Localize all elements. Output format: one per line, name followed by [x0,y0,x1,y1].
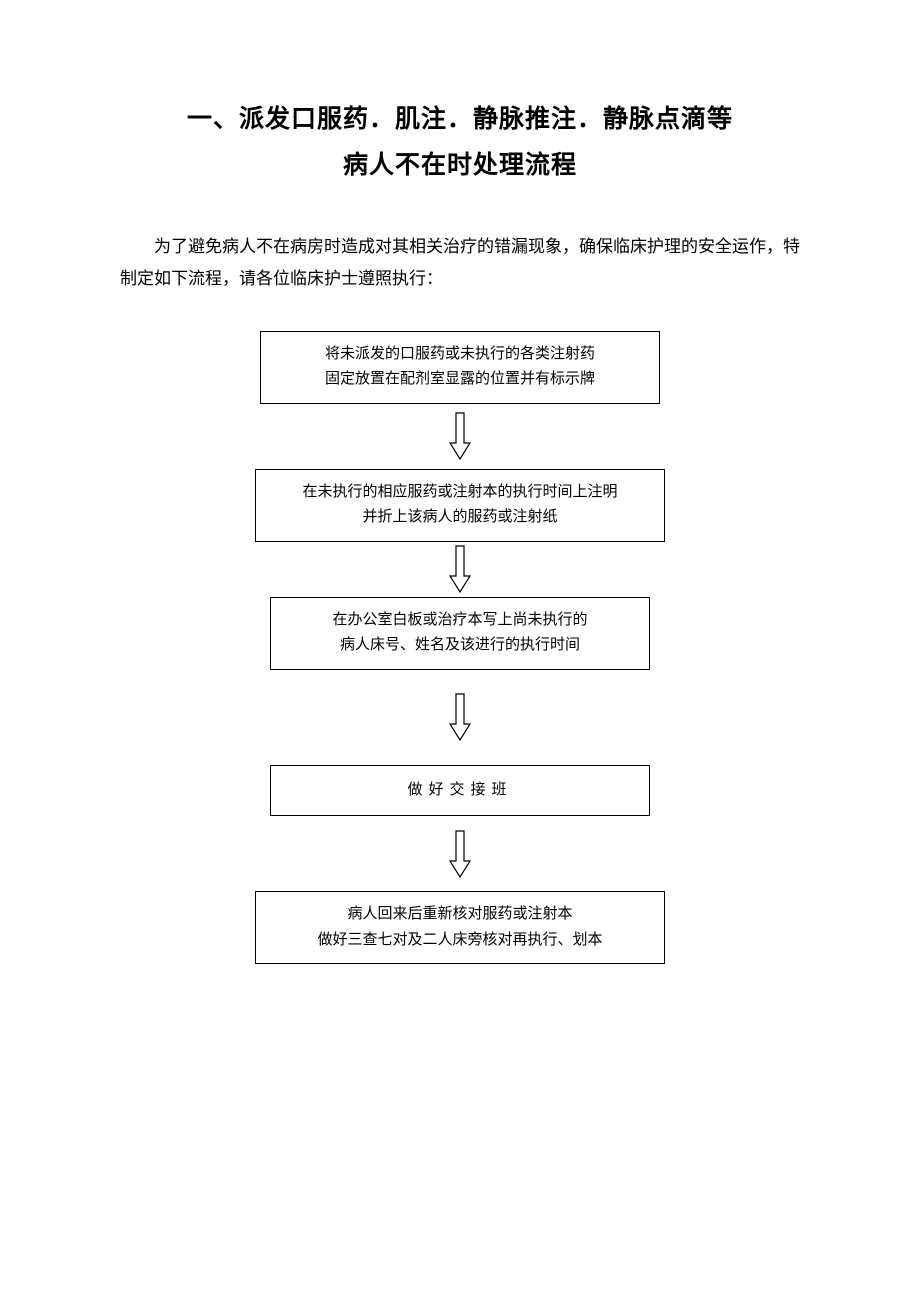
intro-paragraph: 为了避免病人不在病房时造成对其相关治疗的错漏现象，确保临床护理的安全运作，特制定… [120,231,800,296]
flow-step-5: 病人回来后重新核对服药或注射本 做好三查七对及二人床旁核对再执行、划本 [255,891,665,964]
flow-step-4-line1: 做好交接班 [289,778,631,804]
flow-step-1-line2: 固定放置在配剂室显露的位置并有标示牌 [279,367,641,393]
flow-arrow-4 [448,816,472,891]
flow-arrow-2 [448,542,472,597]
title-line1: 一、派发口服药．肌注．静脉推注．静脉点滴等 [120,100,800,140]
title-line2: 病人不在时处理流程 [120,146,800,186]
flow-step-5-line1: 病人回来后重新核对服药或注射本 [274,902,646,928]
flow-step-2: 在未执行的相应服药或注射本的执行时间上注明 并折上该病人的服药或注射纸 [255,469,665,542]
flow-step-1-line1: 将未派发的口服药或未执行的各类注射药 [279,342,641,368]
flow-step-3: 在办公室白板或治疗本写上尚未执行的 病人床号、姓名及该进行的执行时间 [270,597,650,670]
flow-step-1: 将未派发的口服药或未执行的各类注射药 固定放置在配剂室显露的位置并有标示牌 [260,331,660,404]
title-container: 一、派发口服药．肌注．静脉推注．静脉点滴等 病人不在时处理流程 [120,100,800,186]
flow-step-2-line1: 在未执行的相应服药或注射本的执行时间上注明 [274,480,646,506]
flow-step-2-line2: 并折上该病人的服药或注射纸 [274,505,646,531]
flow-step-3-line2: 病人床号、姓名及该进行的执行时间 [289,633,631,659]
flow-arrow-1 [448,404,472,469]
arrow-down-icon [448,411,472,461]
arrow-down-icon [448,692,472,742]
arrow-down-icon [448,829,472,879]
flow-step-4: 做好交接班 [270,765,650,817]
arrow-down-icon [448,544,472,594]
flow-step-3-line1: 在办公室白板或治疗本写上尚未执行的 [289,608,631,634]
flowchart: 将未派发的口服药或未执行的各类注射药 固定放置在配剂室显露的位置并有标示牌 在未… [120,331,800,965]
flow-step-5-line2: 做好三查七对及二人床旁核对再执行、划本 [274,928,646,954]
flow-arrow-3 [448,670,472,765]
